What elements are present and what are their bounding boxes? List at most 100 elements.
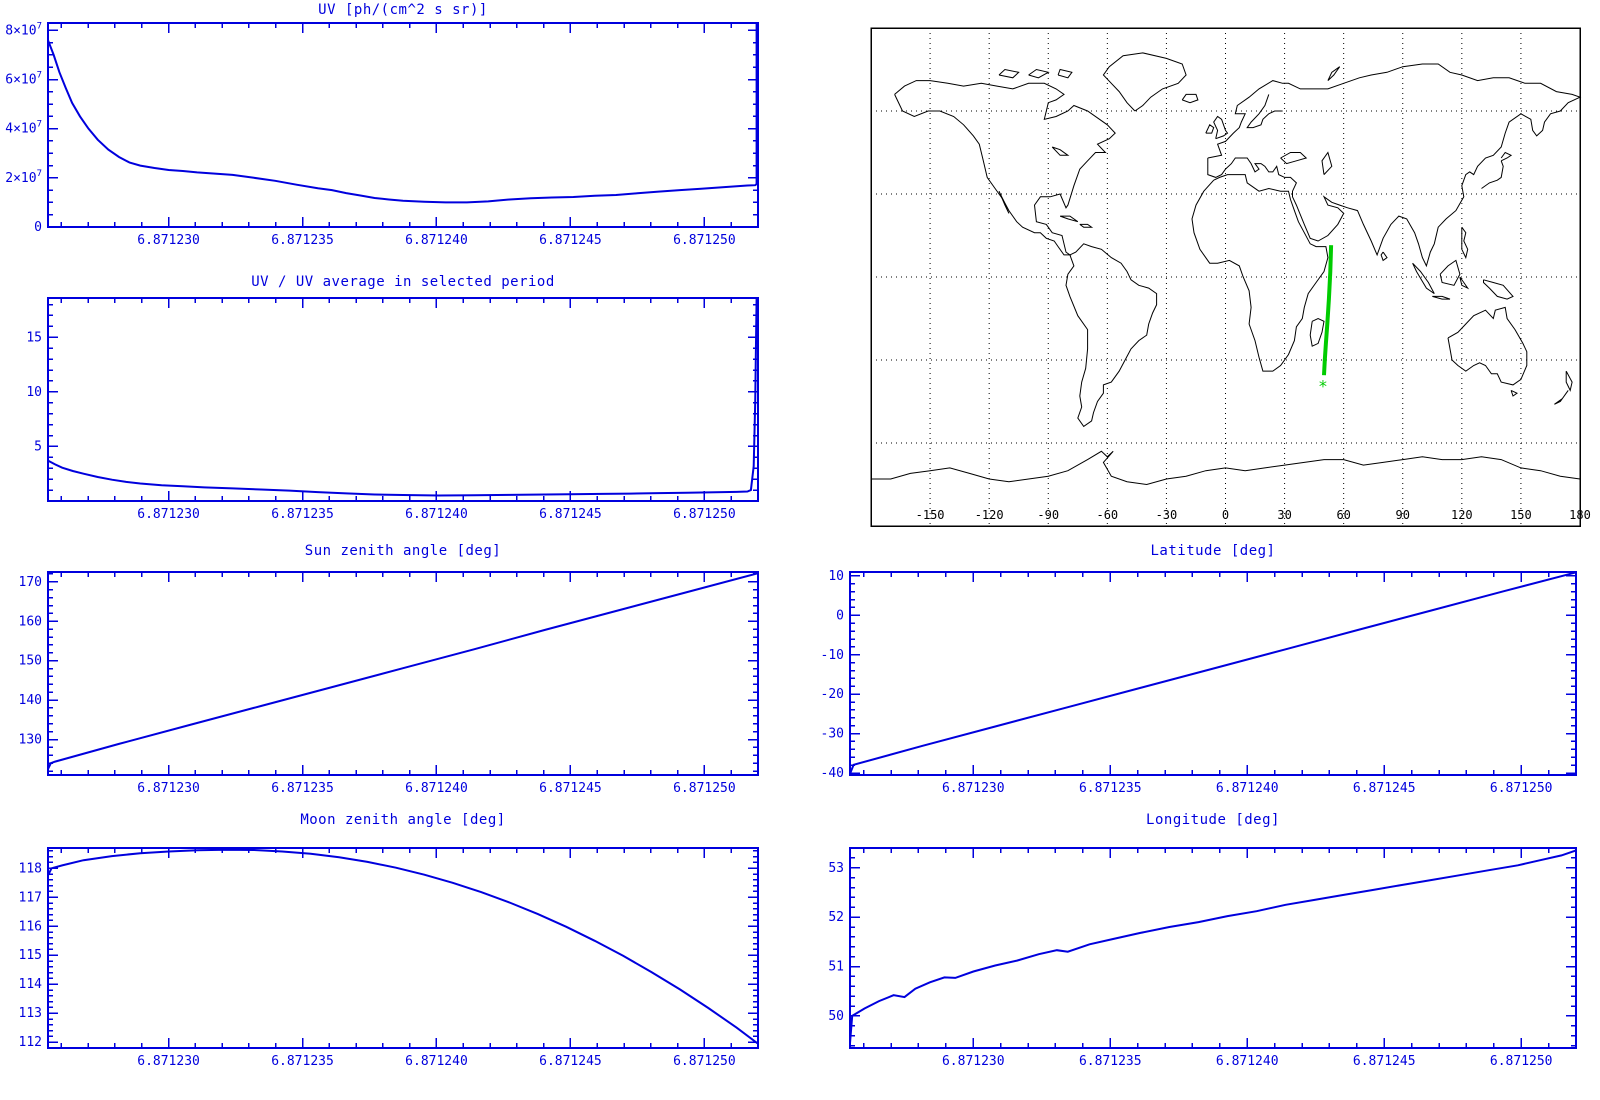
y-tick-label: 0: [836, 608, 844, 623]
chart-sza: 6.871230 6.871235 6.871240 6.871245 6.871250…: [19, 571, 759, 796]
x-tick-label: 6.871240: [405, 1054, 468, 1069]
y-tick-label: 140: [19, 693, 42, 708]
y-tick-label: 115: [19, 948, 42, 963]
map-coastlines: [871, 52, 1582, 486]
y-tick-label: -10: [821, 648, 844, 663]
x-tick-label: 6.871250: [1490, 781, 1553, 796]
y-tick-label: 50: [828, 1009, 844, 1024]
y-tick-label: 116: [19, 919, 42, 934]
y-tick-label: 160: [19, 614, 42, 629]
y-tick-label: 2×107: [5, 169, 42, 186]
y-tick-label: 0: [34, 220, 42, 235]
y-tick-label: 150: [19, 654, 42, 669]
chart-lon: 6.871230 6.871235 6.871240 6.871245 6.871250…: [828, 847, 1577, 1069]
x-tick-label: 6.871245: [539, 781, 602, 796]
x-tick-label: 6.871240: [405, 233, 468, 248]
map-lon-label: -120: [975, 508, 1004, 522]
y-tick-label: 130: [19, 733, 42, 748]
y-tick-label: -30: [821, 727, 844, 742]
series-line-sza: [48, 572, 758, 770]
x-tick-label: 6.871245: [539, 507, 602, 522]
chart-mza: 6.871230 6.871235 6.871240 6.871245 6.871250…: [19, 847, 759, 1069]
map-graticule: [871, 28, 1580, 526]
x-tick-label: 6.871230: [137, 507, 200, 522]
x-tick-label: 6.871240: [1216, 1054, 1279, 1069]
x-tick-label: 6.871230: [137, 233, 200, 248]
axis-ticks: [48, 298, 758, 502]
world-map: -150 -120 -90 -60 -30 0 30 60 90 120 150 180 *: [870, 27, 1591, 527]
x-tick-label: 6.871230: [942, 781, 1005, 796]
y-tick-label: 10: [828, 569, 844, 584]
x-tick-label: 6.871250: [673, 233, 736, 248]
x-tick-label: 6.871235: [271, 781, 334, 796]
series-line-uv: [48, 23, 758, 204]
y-tick-label: 117: [19, 890, 42, 905]
chart-ratio: 6.871230 6.871235 6.871240 6.871245 6.871250…: [26, 297, 759, 522]
map-lon-label: -30: [1156, 508, 1178, 522]
axis-ticks: [48, 848, 758, 1049]
x-tick-label: 6.871245: [539, 1054, 602, 1069]
x-tick-label: 6.871245: [1353, 781, 1416, 796]
map-lon-label: 60: [1336, 508, 1350, 522]
x-tick-label: 6.871245: [1353, 1054, 1416, 1069]
x-tick-label: 6.871235: [271, 233, 334, 248]
map-lon-label: 90: [1396, 508, 1410, 522]
x-tick-label: 6.871230: [137, 1054, 200, 1069]
chart-uv: 6.871230 6.871235 6.871240 6.871245 6.871250…: [5, 21, 759, 248]
chart-title-moon-zenith: Moon zenith angle [deg]: [300, 812, 506, 828]
x-tick-label: 6.871235: [271, 1054, 334, 1069]
y-tick-label: 114: [19, 977, 43, 992]
x-tick-label: 6.871230: [137, 781, 200, 796]
y-tick-label: -40: [821, 766, 844, 781]
y-tick-label: 6×107: [5, 71, 42, 88]
axis-ticks: [48, 23, 758, 228]
chart-title-uv-ratio: UV / UV average in selected period: [251, 274, 555, 290]
x-tick-label: 6.871235: [1079, 1054, 1142, 1069]
axis-ticks: [850, 848, 1576, 1048]
series-line-ratio: [48, 298, 758, 497]
x-tick-label: 6.871250: [673, 507, 736, 522]
map-lon-label: 180: [1569, 508, 1591, 522]
chart-title-latitude: Latitude [deg]: [1150, 543, 1276, 559]
series-line-lon: [850, 849, 1576, 1044]
y-tick-label: 10: [26, 385, 42, 400]
x-tick-label: 6.871235: [1079, 781, 1142, 796]
axis-ticks: [850, 572, 1576, 775]
x-tick-label: 6.871250: [673, 781, 736, 796]
x-tick-label: 6.871240: [1216, 781, 1279, 796]
y-tick-label: 4×107: [5, 120, 42, 137]
x-tick-label: 6.871250: [1490, 1054, 1553, 1069]
map-lon-label: 30: [1277, 508, 1291, 522]
map-lon-label: 0: [1222, 508, 1229, 522]
chart-title-longitude: Longitude [deg]: [1146, 812, 1280, 828]
x-tick-label: 6.871245: [539, 233, 602, 248]
y-tick-label: 170: [19, 575, 42, 590]
map-lon-label: 150: [1510, 508, 1532, 522]
y-tick-label: 15: [26, 330, 42, 345]
x-tick-label: 6.871230: [942, 1054, 1005, 1069]
y-tick-label: 8×107: [5, 21, 42, 38]
chart-title-sun-zenith: Sun zenith angle [deg]: [304, 543, 502, 559]
x-tick-label: 6.871250: [673, 1054, 736, 1069]
map-lon-label: -90: [1037, 508, 1059, 522]
y-tick-label: 51: [828, 960, 844, 975]
chart-title-uv: UV [ph/(cm^2 s sr)]: [318, 2, 488, 18]
map-lon-label: -150: [916, 508, 945, 522]
x-tick-label: 6.871240: [405, 507, 468, 522]
y-tick-label: 53: [828, 861, 844, 876]
axis-ticks: [48, 572, 758, 775]
y-tick-label: 5: [34, 439, 42, 454]
track-start-marker: *: [1318, 376, 1328, 395]
y-tick-label: 118: [19, 861, 42, 876]
map-lon-label: -60: [1096, 508, 1118, 522]
ground-track: [1322, 245, 1334, 376]
y-tick-label: 113: [19, 1006, 42, 1021]
series-line-mza: [48, 848, 758, 1045]
series-line-lat: [850, 572, 1576, 775]
x-tick-label: 6.871240: [405, 781, 468, 796]
map-lon-label: 120: [1451, 508, 1473, 522]
chart-lat: 6.871230 6.871235 6.871240 6.871245 6.871250…: [821, 569, 1577, 796]
y-tick-label: 52: [828, 910, 844, 925]
